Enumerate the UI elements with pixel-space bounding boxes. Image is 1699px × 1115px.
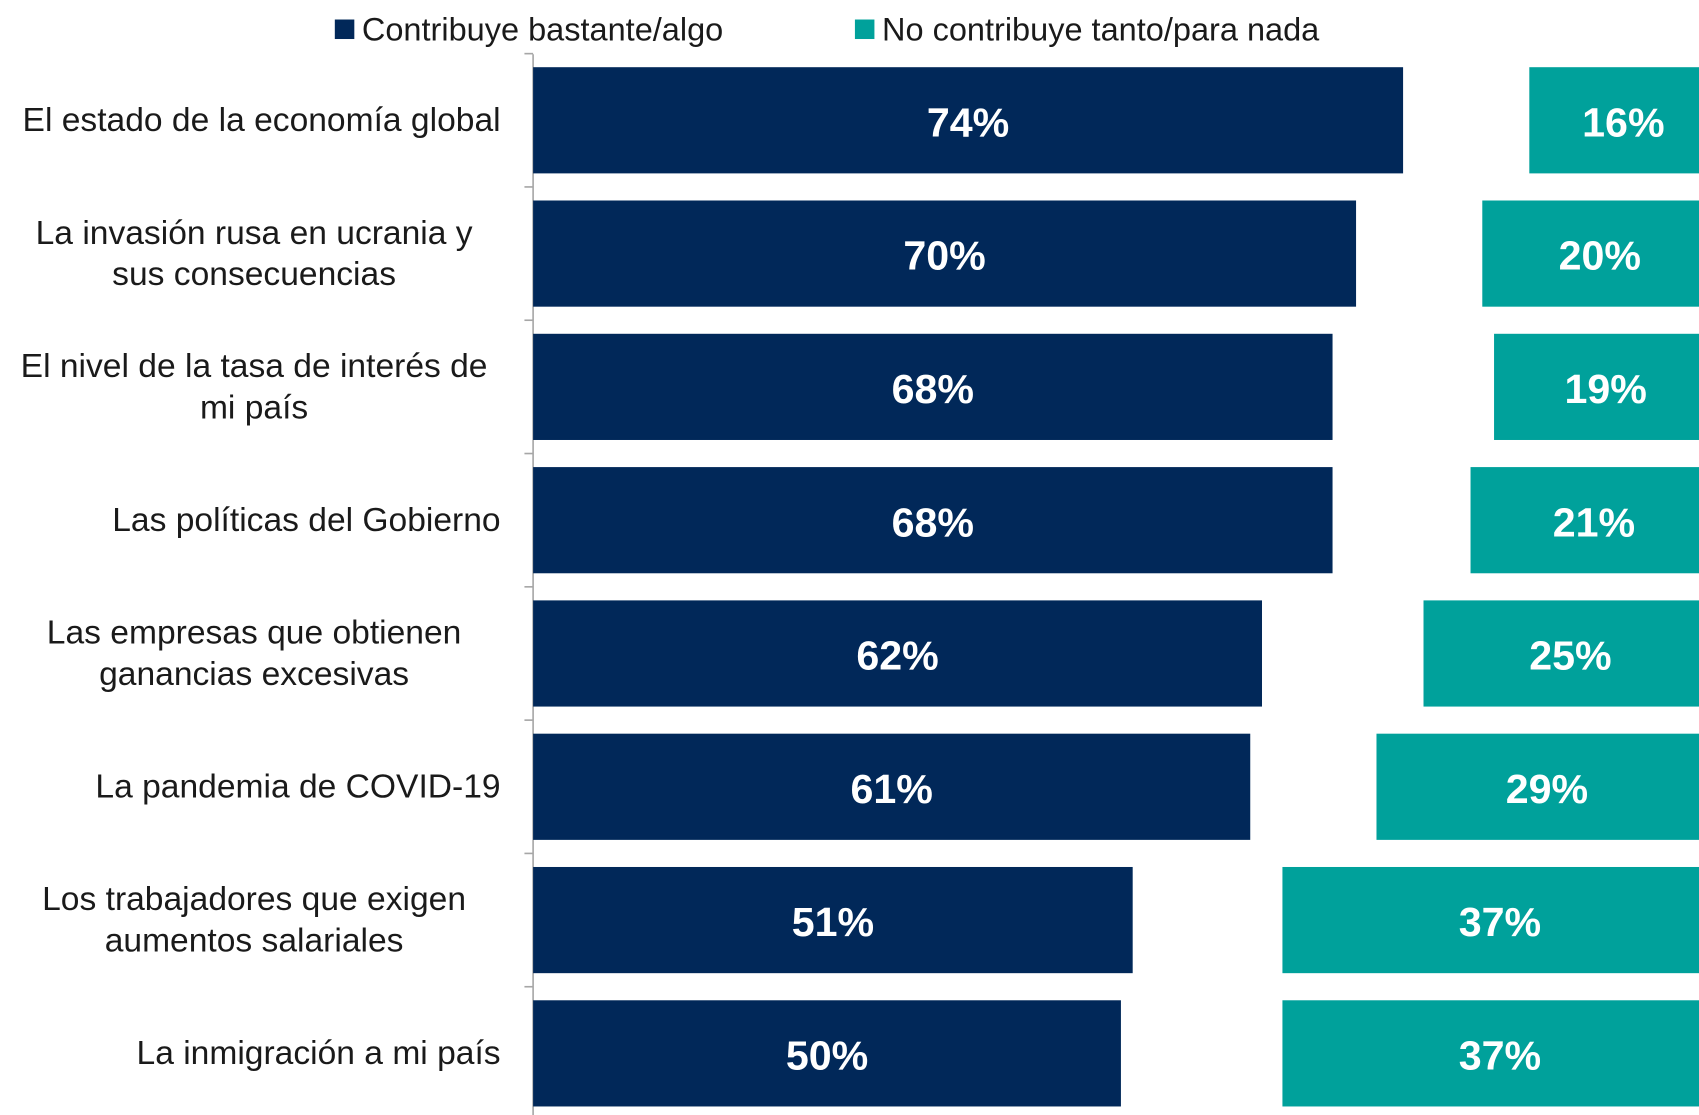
data-label: 51% bbox=[792, 899, 874, 945]
category-label-wrap: La invasión rusa en ucrania y sus consec… bbox=[0, 194, 501, 313]
category-label: El estado de la economía global bbox=[22, 100, 501, 139]
legend-label: No contribuye tanto/para nada bbox=[882, 11, 1320, 47]
category-label-wrap: Las políticas del Gobierno bbox=[0, 461, 501, 580]
bar bbox=[1494, 333, 1699, 440]
data-label: 50% bbox=[786, 1033, 868, 1079]
bar bbox=[533, 1000, 1121, 1107]
bar bbox=[1529, 67, 1699, 174]
category-label: La inmigración a mi país bbox=[136, 1033, 501, 1072]
data-label: 61% bbox=[850, 766, 932, 812]
bar bbox=[1470, 467, 1699, 574]
data-label: 20% bbox=[1559, 233, 1641, 279]
category-label-wrap: La inmigración a mi país bbox=[0, 994, 501, 1113]
bar bbox=[1423, 600, 1699, 707]
category-label-box: El estado de la economía global bbox=[0, 61, 501, 180]
legend-label: Contribuye bastante/algo bbox=[362, 11, 723, 47]
category-label-box: El nivel de la tasa de interés de mi paí… bbox=[0, 327, 501, 446]
bar bbox=[533, 600, 1263, 707]
data-label: 68% bbox=[892, 366, 974, 412]
data-label: 68% bbox=[892, 499, 974, 545]
data-label: 29% bbox=[1506, 766, 1588, 812]
data-label: 37% bbox=[1459, 1033, 1541, 1079]
legend-swatch bbox=[854, 19, 875, 40]
category-label-box: Los trabajadores que exigen aumentos sal… bbox=[0, 860, 501, 979]
category-label-wrap: Las empresas que obtienen ganancias exce… bbox=[0, 594, 501, 713]
category-label-box: Las políticas del Gobierno bbox=[0, 461, 501, 580]
category-label: Las políticas del Gobierno bbox=[112, 500, 501, 539]
bar bbox=[533, 200, 1357, 307]
category-label: La invasión rusa en ucrania y sus consec… bbox=[35, 213, 473, 293]
bar bbox=[1482, 200, 1699, 307]
data-label: 62% bbox=[856, 633, 938, 679]
category-label-wrap: El nivel de la tasa de interés de mi paí… bbox=[0, 327, 501, 446]
bar bbox=[533, 67, 1404, 174]
category-label-box: La inmigración a mi país bbox=[0, 994, 501, 1113]
data-label: 74% bbox=[927, 99, 1009, 145]
bar bbox=[1282, 866, 1699, 974]
data-label: 19% bbox=[1565, 366, 1647, 412]
bar bbox=[533, 866, 1133, 974]
bar bbox=[533, 733, 1251, 840]
data-label: 16% bbox=[1582, 99, 1664, 145]
category-label-box: Las empresas que obtienen ganancias exce… bbox=[0, 594, 501, 713]
category-label: Los trabajadores que exigen aumentos sal… bbox=[42, 879, 467, 960]
bar bbox=[1282, 1000, 1699, 1107]
category-label: Las empresas que obtienen ganancias exce… bbox=[46, 613, 462, 693]
category-label-box: La pandemia de COVID-19 bbox=[0, 727, 501, 846]
category-label-box: La invasión rusa en ucrania y sus consec… bbox=[0, 194, 501, 313]
category-label: La pandemia de COVID-19 bbox=[95, 767, 501, 806]
data-label: 21% bbox=[1553, 499, 1635, 545]
category-label-wrap: El estado de la economía global bbox=[0, 61, 501, 180]
data-label: 70% bbox=[903, 233, 985, 279]
data-label: 37% bbox=[1459, 899, 1541, 945]
category-label-wrap: Los trabajadores que exigen aumentos sal… bbox=[0, 860, 501, 979]
legend-swatch bbox=[334, 19, 355, 40]
category-label: El nivel de la tasa de interés de mi paí… bbox=[20, 346, 488, 426]
bar bbox=[533, 467, 1333, 574]
data-label: 25% bbox=[1529, 633, 1611, 679]
bar bbox=[533, 333, 1333, 440]
category-label-wrap: La pandemia de COVID-19 bbox=[0, 727, 501, 846]
bar bbox=[1376, 733, 1699, 840]
